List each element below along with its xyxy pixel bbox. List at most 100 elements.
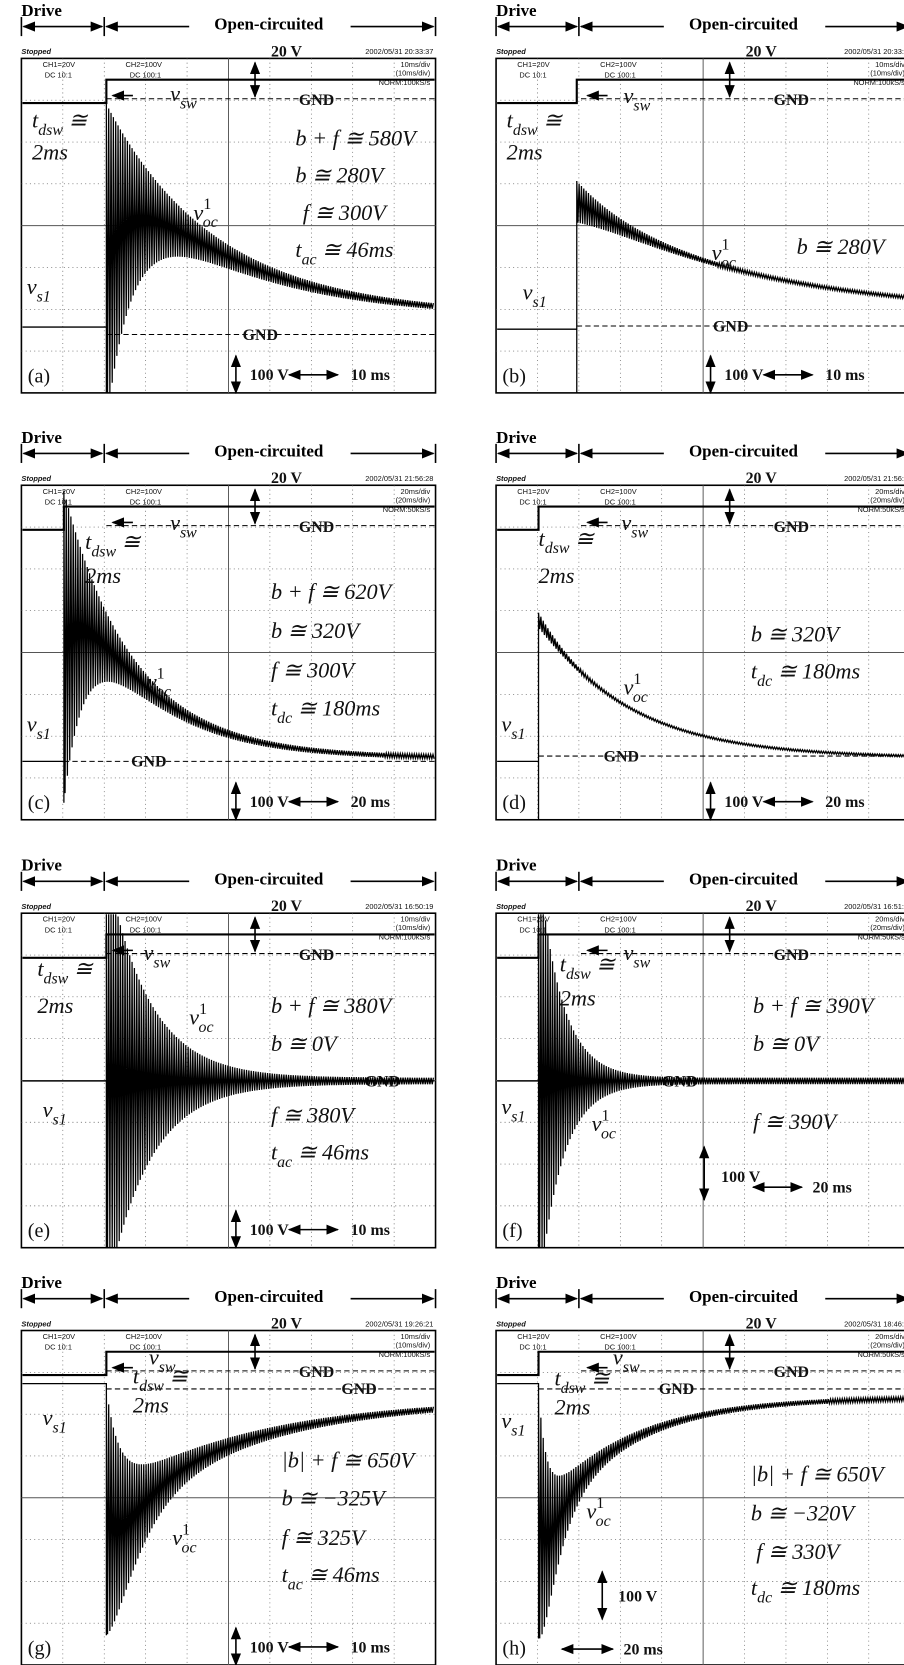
annotation: 2ms: [37, 993, 73, 1018]
gnd-label: GND: [341, 1381, 376, 1398]
state-label: Open-circuited: [689, 1287, 799, 1306]
scope-ch2: CH2=100V: [600, 1332, 637, 1341]
scope-ch1: CH1=20V: [43, 915, 75, 924]
gnd-label: GND: [774, 1364, 809, 1381]
annotation: b ≅ 0V: [271, 1031, 339, 1056]
gnd-label: GND: [774, 92, 809, 109]
scope-coupling: DC 10:1: [519, 497, 546, 506]
annotation: b ≅ 280V: [295, 163, 385, 188]
scope-timestamp: 2002/05/31 18:46:0: [844, 1319, 904, 1328]
annotation: b ≅ 320V: [751, 621, 841, 646]
gnd-label: GND: [131, 754, 166, 771]
state-label: Open-circuited: [214, 870, 324, 889]
drive-label: Drive: [496, 856, 537, 875]
t-div-label: 10 ms: [825, 367, 864, 384]
drive-label: Drive: [496, 1273, 537, 1292]
annotation: f ≅ 300V: [303, 200, 388, 225]
panel-label: (d): [502, 792, 526, 814]
v-scale-label: 20 V: [271, 1315, 303, 1332]
scope-ch2: CH2=100V: [600, 915, 637, 924]
annotation: |b| + f ≅ 650V: [282, 1447, 417, 1472]
drive-label: Drive: [21, 856, 62, 875]
annotation: b ≅ −320V: [751, 1501, 856, 1526]
scope-zoom: (10ms/div): [396, 68, 431, 77]
scope-ch1: CH1=20V: [517, 487, 549, 496]
annotation: f ≅ 330V: [756, 1539, 841, 1564]
scope-coupling: DC 10:1: [45, 71, 72, 80]
scope-ch1: CH1=20V: [517, 1332, 549, 1341]
scope-timestamp: 2002/05/31 21:56:4: [844, 474, 904, 483]
gnd-label: GND: [659, 1381, 694, 1398]
annotation: b + f ≅ 580V: [295, 125, 418, 150]
annotation: b ≅ −325V: [282, 1486, 387, 1511]
scope-ch1: CH1=20V: [517, 60, 549, 69]
panel-label: (e): [28, 1220, 50, 1242]
scope-ch2: CH2=100V: [125, 60, 162, 69]
annotation: f ≅ 390V: [753, 1109, 838, 1134]
v-scale-label: 20 V: [271, 470, 303, 487]
annotation: b + f ≅ 380V: [271, 993, 394, 1018]
drive-label: Drive: [496, 1, 537, 20]
v-div-label: 100 V: [250, 367, 290, 384]
drive-label: Drive: [21, 428, 62, 447]
scope-status: Stopped: [496, 1319, 526, 1328]
scope-status: Stopped: [496, 47, 526, 56]
annotation: |b| + f ≅ 650V: [751, 1461, 886, 1486]
annotation: 2ms: [85, 563, 121, 588]
t-div-label: 10 ms: [351, 1639, 390, 1656]
scope-coupling: DC 10:1: [519, 1343, 546, 1352]
drive-label: Drive: [496, 428, 537, 447]
t-div-label: 10 ms: [351, 367, 390, 384]
annotation: 2ms: [507, 139, 543, 164]
scope-status: Stopped: [21, 474, 51, 483]
panel-label: (g): [28, 1637, 52, 1659]
scope-ch1: CH1=20V: [43, 487, 75, 496]
v-scale-label: 20 V: [271, 43, 303, 60]
panel-label: (a): [28, 365, 50, 387]
gnd-label: GND: [299, 1364, 334, 1381]
scope-timestamp: 2002/05/31 20:33:37: [365, 47, 433, 56]
scope-timestamp: 2002/05/31 21:56:28: [365, 474, 433, 483]
scope-status: Stopped: [496, 902, 526, 911]
v-scale-label: 20 V: [746, 470, 778, 487]
panel-label: (h): [502, 1637, 526, 1659]
panel-label: (c): [28, 792, 50, 814]
panel-label: (f): [502, 1220, 522, 1242]
v-div-label: 100 V: [724, 794, 764, 811]
scope-ch2: CH2=100V: [125, 1332, 162, 1341]
scope-zoom: (10ms/div): [870, 68, 904, 77]
scope-status: Stopped: [496, 474, 526, 483]
gnd-label: GND: [774, 519, 809, 536]
scope-ch2: CH2=100V: [125, 487, 162, 496]
scope-ch2: CH2=100V: [600, 487, 637, 496]
annotation: 2ms: [133, 1392, 169, 1417]
t-div-label: 20 ms: [351, 794, 390, 811]
state-label: Open-circuited: [689, 15, 799, 34]
v-div-label: 100 V: [618, 1588, 658, 1605]
scope-timestamp: 2002/05/31 16:50:19: [365, 902, 433, 911]
v-div-label: 100 V: [250, 1639, 290, 1656]
gnd-label: GND: [774, 947, 809, 964]
scope-zoom: (20ms/div): [870, 495, 904, 504]
t-div-label: 10 ms: [351, 1222, 390, 1239]
v-scale-label: 20 V: [746, 43, 778, 60]
scope-coupling: DC 10:1: [45, 925, 72, 934]
annotation: b + f ≅ 620V: [271, 579, 394, 604]
annotation: f ≅ 300V: [271, 657, 356, 682]
scope-timestamp: 2002/05/31 19:26:21: [365, 1319, 433, 1328]
annotation: 2ms: [554, 1394, 590, 1419]
state-label: Open-circuited: [214, 15, 324, 34]
gnd-label: GND: [299, 947, 334, 964]
state-label: Open-circuited: [689, 870, 799, 889]
t-div-label: 20 ms: [813, 1179, 852, 1196]
v-div-label: 100 V: [721, 1169, 761, 1186]
scope-zoom: (20ms/div): [396, 495, 431, 504]
annotation: b ≅ 280V: [797, 234, 887, 259]
figure: DriveOpen-circuitedStoppedCH1=20VDC 10:1…: [0, 0, 904, 1665]
annotation: f ≅ 380V: [271, 1102, 356, 1127]
v-scale-label: 20 V: [271, 898, 303, 915]
state-label: Open-circuited: [689, 442, 799, 461]
gnd-label: GND: [243, 327, 278, 344]
scope-coupling: DC 10:1: [45, 497, 72, 506]
gnd-label: GND: [299, 92, 334, 109]
